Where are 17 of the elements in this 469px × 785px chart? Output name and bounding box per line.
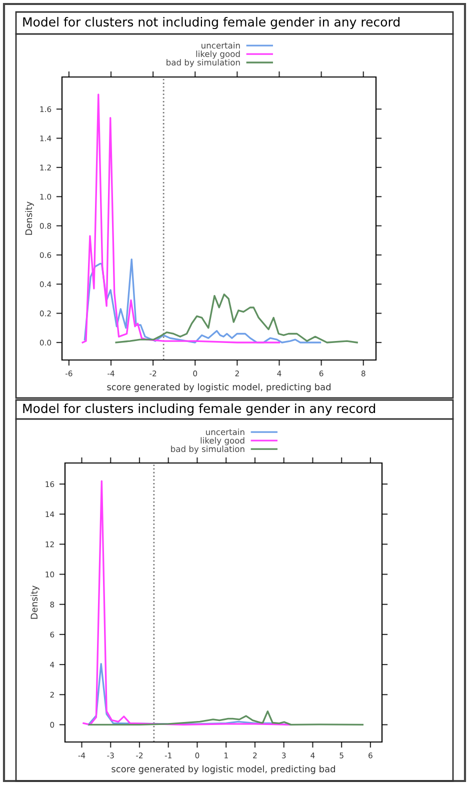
legend-label: bad by simulation (171, 446, 244, 454)
line-series (84, 258, 322, 344)
line-series (82, 480, 290, 726)
legend-label: bad by simulation (166, 59, 240, 68)
line-series (88, 710, 364, 726)
legend-label: likely good (200, 437, 244, 446)
line-series (82, 94, 280, 344)
legend-label: uncertain (206, 428, 244, 436)
x-axis-title: score generated by logistic model, predicting bad (107, 383, 330, 392)
y-axis-title: Density (25, 202, 34, 235)
chart-title: Model for clusters including female gender in any record (23, 403, 376, 416)
y-axis-title: Density (30, 586, 40, 619)
legend-label: likely good (196, 50, 240, 59)
line-series (115, 294, 358, 344)
x-axis-title: score generated by logistic model, predicting bad (112, 765, 335, 774)
chart-title: Model for clusters not including female gender in any record (23, 16, 400, 30)
legend-label: uncertain (202, 42, 240, 49)
